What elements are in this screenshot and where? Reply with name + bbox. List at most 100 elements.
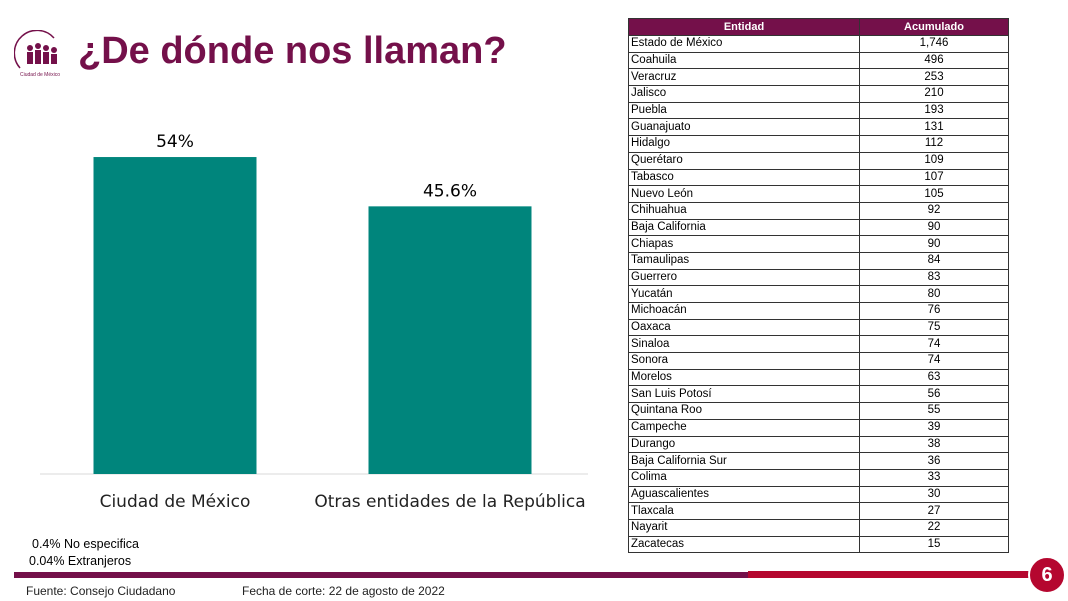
table-row: Tamaulipas 84 xyxy=(628,251,1009,270)
entity-name: Veracruz xyxy=(628,68,860,87)
entity-name: Guanajuato xyxy=(628,118,860,137)
entity-count: 55 xyxy=(859,402,1009,420)
bar-0 xyxy=(93,157,257,475)
table-row: Jalisco 210 xyxy=(628,85,1009,103)
table-row: Nuevo León 105 xyxy=(628,185,1009,203)
footer-divider-accent xyxy=(748,571,1038,578)
page-number: 6 xyxy=(1028,556,1066,594)
entity-name: Morelos xyxy=(628,368,860,387)
entity-count: 253 xyxy=(859,68,1009,87)
entity-count: 210 xyxy=(859,85,1009,103)
entity-name: Puebla xyxy=(628,101,860,120)
entity-name: Oaxaca xyxy=(628,318,860,337)
table-row: Quintana Roo 55 xyxy=(628,402,1009,420)
entity-name: Colima xyxy=(628,468,860,487)
entity-name: Nuevo León xyxy=(628,185,860,203)
entity-count: 22 xyxy=(859,518,1009,537)
entity-name: Guerrero xyxy=(628,268,860,287)
column-header-entidad: Entidad xyxy=(628,18,860,36)
entity-name: Campeche xyxy=(628,418,860,437)
entity-count: 496 xyxy=(859,51,1009,70)
entity-count: 74 xyxy=(859,335,1009,354)
entity-name: Tlaxcala xyxy=(628,502,860,520)
table-row: Colima 33 xyxy=(628,468,1009,487)
entity-count: 15 xyxy=(859,535,1009,554)
svg-text:Ciudad de México: Ciudad de México xyxy=(20,72,60,78)
footer-source: Fuente: Consejo Ciudadano xyxy=(26,584,176,598)
entity-name: Estado de México xyxy=(628,35,860,53)
entities-table: Entidad Acumulado Estado de México 1,746 C… xyxy=(628,18,1009,554)
column-header-acumulado: Acumulado xyxy=(859,18,1009,36)
entity-name: Baja California xyxy=(628,218,860,237)
table-row: Chihuahua 92 xyxy=(628,201,1009,220)
entity-name: Hidalgo xyxy=(628,135,860,153)
entity-name: Querétaro xyxy=(628,151,860,170)
table-row: Veracruz 253 xyxy=(628,68,1009,87)
category-label: Ciudad de México xyxy=(100,492,251,512)
entity-name: Sonora xyxy=(628,352,860,370)
table-row: Hidalgo 112 xyxy=(628,135,1009,153)
table-row: Zacatecas 15 xyxy=(628,535,1009,554)
entity-count: 80 xyxy=(859,285,1009,303)
table-row: Morelos 63 xyxy=(628,368,1009,387)
entity-count: 90 xyxy=(859,218,1009,237)
category-label: Otras entidades de la República xyxy=(314,492,585,512)
data-label: 54% xyxy=(156,132,194,152)
entity-count: 131 xyxy=(859,118,1009,137)
entity-count: 74 xyxy=(859,352,1009,370)
footer-divider xyxy=(14,572,750,578)
table-row: Guerrero 83 xyxy=(628,268,1009,287)
table-row: Tlaxcala 27 xyxy=(628,502,1009,520)
entity-name: Quintana Roo xyxy=(628,402,860,420)
entity-count: 107 xyxy=(859,168,1009,187)
entity-count: 39 xyxy=(859,418,1009,437)
entity-count: 1,746 xyxy=(859,35,1009,53)
entity-name: Tamaulipas xyxy=(628,251,860,270)
table-row: Sinaloa 74 xyxy=(628,335,1009,354)
entity-count: 90 xyxy=(859,235,1009,253)
table-row: Coahuila 496 xyxy=(628,51,1009,70)
table-row: Nayarit 22 xyxy=(628,518,1009,537)
entity-count: 112 xyxy=(859,135,1009,153)
entity-count: 193 xyxy=(859,101,1009,120)
table-row: Baja California Sur 36 xyxy=(628,452,1009,470)
data-label: 45.6% xyxy=(423,181,477,201)
table-row: Campeche 39 xyxy=(628,418,1009,437)
page-title: ¿De dónde nos llaman? xyxy=(78,30,507,72)
entity-count: 109 xyxy=(859,151,1009,170)
entity-count: 38 xyxy=(859,435,1009,454)
entity-name: Sinaloa xyxy=(628,335,860,354)
entity-name: Yucatán xyxy=(628,285,860,303)
entity-count: 92 xyxy=(859,201,1009,220)
table-row: Puebla 193 xyxy=(628,101,1009,120)
entity-name: Chihuahua xyxy=(628,201,860,220)
entity-name: Tabasco xyxy=(628,168,860,187)
entity-name: Baja California Sur xyxy=(628,452,860,470)
entity-count: 33 xyxy=(859,468,1009,487)
table-row: Michoacán 76 xyxy=(628,302,1009,320)
entity-name: Chiapas xyxy=(628,235,860,253)
table-row: Estado de México 1,746 xyxy=(628,35,1009,53)
entity-name: Coahuila xyxy=(628,51,860,70)
table-row: Yucatán 80 xyxy=(628,285,1009,303)
entity-count: 36 xyxy=(859,452,1009,470)
entity-name: Nayarit xyxy=(628,518,860,537)
entity-name: Aguascalientes xyxy=(628,485,860,504)
entity-name: Zacatecas xyxy=(628,535,860,554)
entity-count: 56 xyxy=(859,385,1009,404)
table-row: Chiapas 90 xyxy=(628,235,1009,253)
entity-count: 30 xyxy=(859,485,1009,504)
entity-count: 84 xyxy=(859,251,1009,270)
bar-chart: 54% Ciudad de México 45.6% Otras entidades … xyxy=(40,132,588,512)
table-row: Oaxaca 75 xyxy=(628,318,1009,337)
entity-name: Michoacán xyxy=(628,302,860,320)
table-row: Querétaro 109 xyxy=(628,151,1009,170)
table-row: Durango 38 xyxy=(628,435,1009,454)
table-row: Baja California 90 xyxy=(628,218,1009,237)
entity-count: 75 xyxy=(859,318,1009,337)
consejo-ciudadano-logo: Ciudad de México xyxy=(14,30,60,78)
entity-count: 27 xyxy=(859,502,1009,520)
entity-name: San Luis Potosí xyxy=(628,385,860,404)
entity-count: 63 xyxy=(859,368,1009,387)
entity-name: Durango xyxy=(628,435,860,454)
